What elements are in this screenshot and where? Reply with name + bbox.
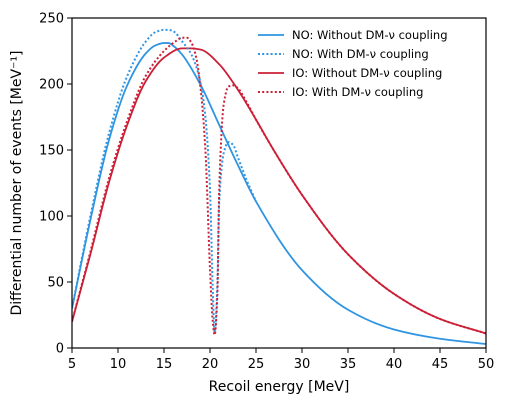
y-tick-label: 0 <box>56 342 64 357</box>
series-line-4 <box>72 36 486 336</box>
y-axis-label: Differential number of events [MeV⁻¹] <box>9 50 25 315</box>
x-tick-label: 15 <box>156 357 173 372</box>
x-tick-label: 35 <box>340 357 357 372</box>
y-tick-label: 250 <box>39 12 64 27</box>
y-tick-label: 200 <box>39 78 64 93</box>
legend-label: NO: Without DM-ν coupling <box>292 28 448 42</box>
y-tick-label: 100 <box>39 210 64 225</box>
y-axis: 0 50 100 150 200 250 <box>39 12 72 357</box>
x-axis: 5 10 15 20 25 30 35 40 45 50 <box>68 348 494 372</box>
x-axis-label: Recoil energy [MeV] <box>209 379 350 395</box>
x-tick-label: 40 <box>386 357 403 372</box>
plot-frame <box>71 17 487 349</box>
x-tick-label: 10 <box>110 357 127 372</box>
legend-label: NO: With DM-ν coupling <box>292 47 429 61</box>
y-tick-label: 150 <box>39 144 64 159</box>
x-tick-label: 25 <box>248 357 265 372</box>
legend-label: IO: With DM-ν coupling <box>292 85 423 99</box>
legend: NO: Without DM-ν coupling NO: With DM-ν c… <box>258 28 448 99</box>
legend-label: IO: Without DM-ν coupling <box>292 66 442 80</box>
x-tick-label: 5 <box>68 357 76 372</box>
x-tick-label: 20 <box>202 357 219 372</box>
x-tick-label: 45 <box>432 357 449 372</box>
x-tick-label: 50 <box>478 357 495 372</box>
series-line-2 <box>72 28 257 334</box>
curves <box>72 28 486 345</box>
x-tick-label: 30 <box>294 357 311 372</box>
series-line-1 <box>72 42 486 345</box>
y-tick-label: 50 <box>47 276 64 291</box>
